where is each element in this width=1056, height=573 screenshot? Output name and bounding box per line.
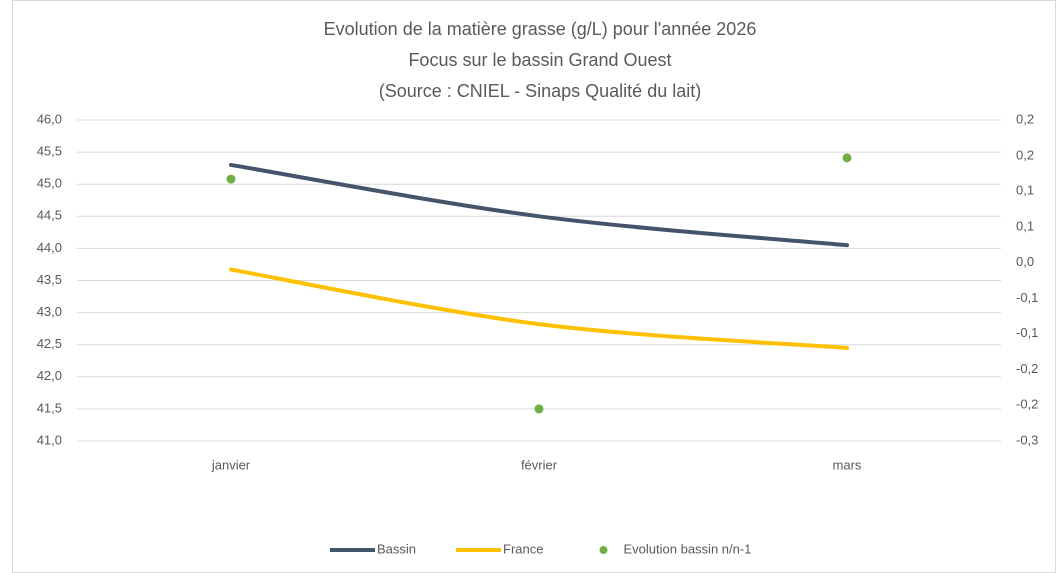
y2-tick-label: 0,1 <box>1016 183 1034 198</box>
chart-subtitle: (Source : CNIEL - Sinaps Qualité du lait… <box>379 81 701 101</box>
y-tick-label: 46,0 <box>37 111 62 126</box>
x-tick-label: février <box>521 457 558 472</box>
y-tick-label: 43,0 <box>37 304 62 319</box>
legend-swatch <box>599 546 608 554</box>
legend-label: France <box>503 541 543 556</box>
y-tick-label: 45,5 <box>37 144 62 159</box>
data-point <box>226 174 236 184</box>
data-point <box>842 153 852 163</box>
y-tick-label: 44,0 <box>37 240 62 255</box>
y2-tick-label: 0,2 <box>1016 111 1034 126</box>
y-tick-label: 42,0 <box>37 368 62 383</box>
series-line <box>229 267 849 350</box>
chart-subtitle: Focus sur le bassin Grand Ouest <box>408 50 671 70</box>
chart-border <box>12 0 1056 573</box>
data-point <box>534 404 544 414</box>
y2-tick-label: -0,2 <box>1016 396 1038 411</box>
y2-tick-label: 0,1 <box>1016 219 1034 234</box>
series-line <box>229 162 849 248</box>
x-tick-label: mars <box>833 457 862 472</box>
y-tick-label: 43,5 <box>37 272 62 287</box>
chart-title: Evolution de la matière grasse (g/L) pou… <box>324 19 757 39</box>
y2-tick-label: 0,2 <box>1016 147 1034 162</box>
y2-tick-label: -0,1 <box>1016 325 1038 340</box>
y-tick-label: 44,5 <box>37 208 62 223</box>
y2-tick-label: 0,0 <box>1016 254 1034 269</box>
y2-tick-label: -0,1 <box>1016 290 1038 305</box>
x-tick-label: janvier <box>211 457 251 472</box>
y2-tick-label: -0,2 <box>1016 361 1038 376</box>
legend-label: Bassin <box>377 541 416 556</box>
y-tick-label: 45,0 <box>37 176 62 191</box>
y-tick-label: 41,5 <box>37 400 62 415</box>
y2-tick-label: -0,3 <box>1016 432 1038 447</box>
y-tick-label: 42,5 <box>37 336 62 351</box>
legend-label: Evolution bassin n/n-1 <box>624 541 752 556</box>
y-tick-label: 41,0 <box>37 432 62 447</box>
